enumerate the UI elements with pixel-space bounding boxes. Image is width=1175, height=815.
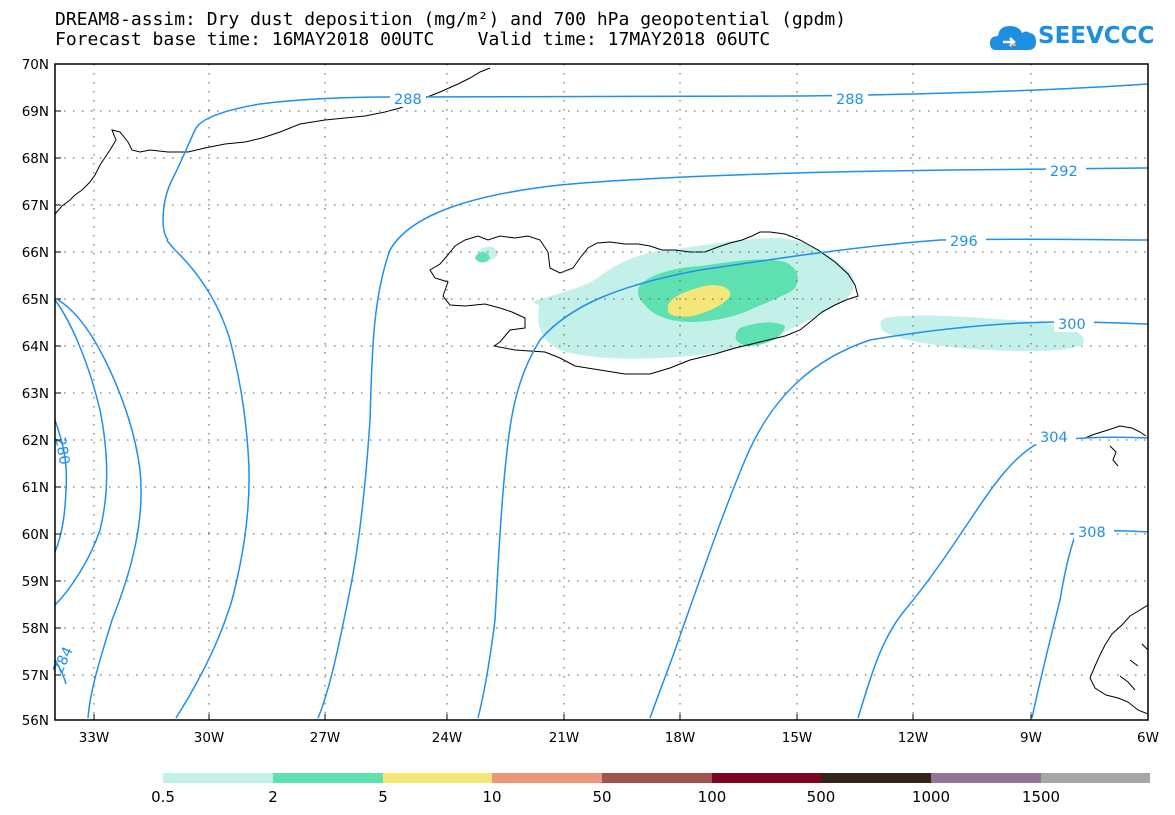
legend-swatch	[163, 773, 273, 783]
dust-area-offshore	[880, 315, 1084, 352]
coastlines	[54, 67, 1149, 715]
lon-label: 21W	[549, 730, 580, 746]
dust-area-west	[533, 297, 570, 309]
legend-label: 500	[807, 788, 836, 806]
contour-292b	[166, 239, 250, 719]
contour-label: 288	[394, 92, 422, 108]
contour-label: 300	[1058, 317, 1086, 333]
legend-swatch	[931, 773, 1041, 783]
contour-label: 304	[1040, 430, 1068, 446]
legend-swatch	[821, 773, 931, 783]
faroe-coast	[1084, 425, 1147, 439]
lon-label: 6W	[1137, 730, 1159, 746]
lat-label: 57N	[22, 668, 49, 684]
logo-text: SEEVCCC	[1038, 23, 1155, 49]
lon-label: 33W	[79, 730, 110, 746]
dust-area-medium-2	[735, 322, 785, 346]
faroe-islands	[1109, 445, 1119, 467]
lon-label: 15W	[782, 730, 813, 746]
legend-label: 2	[268, 788, 278, 806]
legend-swatch	[602, 773, 712, 783]
lon-label: 18W	[665, 730, 696, 746]
contour-308b	[1031, 535, 1076, 719]
lon-label: 27W	[310, 730, 341, 746]
lat-label: 67N	[22, 198, 49, 214]
lat-label: 63N	[22, 386, 49, 402]
contour-284	[54, 659, 67, 685]
chart-title: DREAM8-assim: Dry dust deposition (mg/m²…	[55, 9, 847, 30]
contour-label: 292	[1050, 164, 1078, 180]
cloud-icon	[990, 26, 1036, 50]
legend-label: 1500	[1022, 788, 1060, 806]
legend-swatch	[492, 773, 602, 783]
lat-label: 58N	[22, 621, 49, 637]
contour-280-left	[54, 419, 68, 553]
contour-304	[857, 436, 1149, 719]
lat-label: 56N	[22, 713, 49, 729]
dust-area-medium-3	[475, 252, 490, 263]
legend-label: 100	[698, 788, 727, 806]
contour-labels: 288 288 292 296 300 304 308 280 284	[51, 89, 1114, 676]
contour-292	[57, 299, 142, 719]
contour-300	[649, 321, 1149, 719]
contour-label: 280	[51, 436, 72, 466]
iceland-coast	[429, 231, 859, 375]
lat-label: 65N	[22, 292, 49, 308]
lat-label: 69N	[22, 104, 49, 120]
legend-swatch	[273, 773, 383, 783]
lat-label: 70N	[22, 57, 49, 73]
legend-swatch	[712, 773, 821, 783]
lat-label: 59N	[22, 574, 49, 590]
color-legend: 0.5 2 5 10 50 100 500 1000 1500	[151, 773, 1150, 806]
legend-label: 5	[378, 788, 388, 806]
contour-label: 288	[836, 92, 864, 108]
legend-swatch	[1041, 773, 1150, 783]
scotland-islands	[1119, 643, 1149, 691]
longitude-labels: 33W 30W 27W 24W 21W 18W 15W 12W 9W 6W	[79, 730, 1159, 746]
contour-label: 308	[1078, 525, 1106, 541]
legend-label: 50	[592, 788, 611, 806]
lon-label: 9W	[1020, 730, 1042, 746]
contour-280	[54, 299, 108, 606]
lat-lon-grid	[55, 64, 1148, 720]
map-frame	[54, 63, 1149, 721]
seevccc-logo: SEEVCCC	[990, 20, 1160, 56]
legend-label: 0.5	[151, 788, 175, 806]
geopotential-contours	[54, 83, 1149, 719]
lon-label: 24W	[432, 730, 463, 746]
legend-label: 1000	[912, 788, 950, 806]
legend-label: 10	[482, 788, 501, 806]
lat-label: 66N	[22, 245, 49, 261]
contour-label: 296	[950, 234, 978, 250]
dust-deposition-shading	[475, 238, 1084, 359]
latitude-labels: 70N 69N 68N 67N 66N 65N 64N 63N 62N 61N …	[22, 57, 49, 729]
lat-label: 64N	[22, 339, 49, 355]
contour-292-upper	[317, 167, 1149, 719]
lat-label: 62N	[22, 433, 49, 449]
legend-swatch	[383, 773, 492, 783]
lon-label: 12W	[898, 730, 929, 746]
lat-label: 68N	[22, 151, 49, 167]
dust-area-high	[668, 285, 731, 317]
scotland-coast	[1089, 604, 1149, 715]
axis-ticks	[55, 110, 1032, 720]
lon-label: 30W	[194, 730, 225, 746]
chart-subtitle: Forecast base time: 16MAY2018 00UTC Vali…	[55, 29, 771, 50]
contour-288	[162, 83, 1149, 241]
lat-label: 61N	[22, 480, 49, 496]
lat-label: 60N	[22, 527, 49, 543]
